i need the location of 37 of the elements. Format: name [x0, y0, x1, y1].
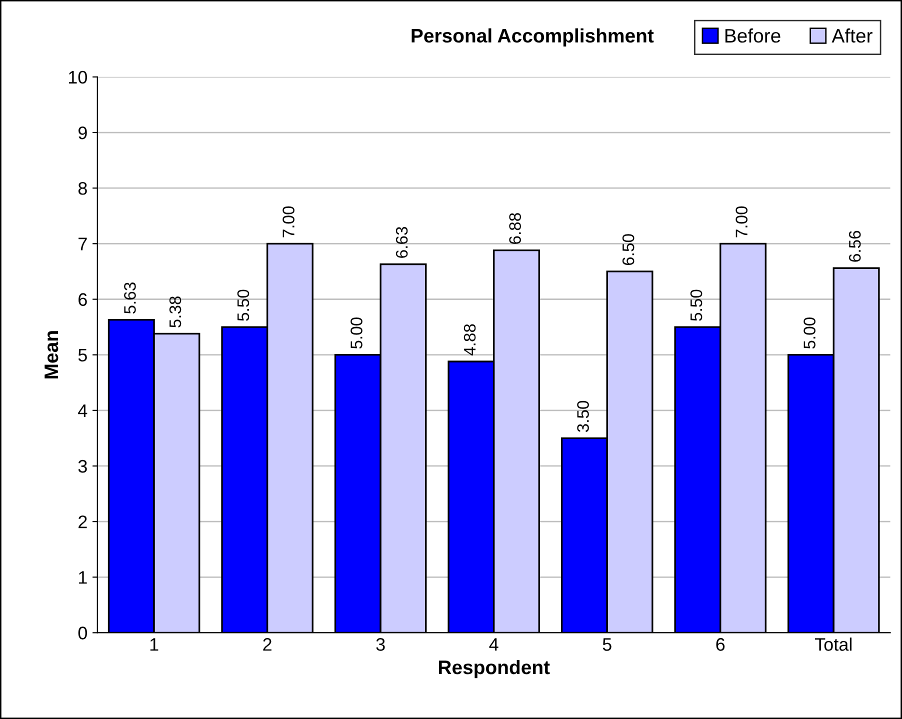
x-tick-label: 2	[263, 638, 272, 651]
y-tick-label: 2	[78, 515, 87, 528]
data-label: 7.00	[736, 206, 748, 238]
data-label: 6.50	[622, 234, 634, 266]
data-label: 3.50	[577, 400, 589, 432]
data-label: 5.63	[124, 282, 136, 314]
data-label: 6.63	[396, 226, 408, 258]
y-tick-label: 7	[78, 238, 87, 250]
y-tick-label: 5	[78, 348, 87, 362]
x-tick-label: 1	[150, 638, 158, 651]
y-tick-label: 6	[78, 293, 87, 306]
x-tick-label: 3	[376, 638, 385, 651]
legend-label: After	[832, 28, 872, 43]
y-axis-title: Mean	[44, 331, 58, 378]
legend-label: Before	[725, 28, 780, 43]
x-axis-title: Respondent	[438, 660, 550, 678]
data-label: 5.50	[237, 290, 250, 321]
chart-title: Personal Accomplishment	[412, 28, 654, 46]
y-tick-label: 9	[78, 126, 87, 140]
data-label: 5.38	[169, 296, 182, 328]
data-label: 5.00	[804, 317, 816, 349]
x-tick-label: 5	[602, 638, 612, 651]
y-tick-label: 0	[78, 626, 87, 640]
y-tick-label: 1	[79, 571, 87, 584]
x-tick-label: 4	[489, 638, 498, 651]
x-tick-label: 6	[716, 638, 725, 651]
data-label: 7.00	[282, 206, 294, 238]
data-label: 5.00	[350, 317, 362, 349]
y-tick-label: 3	[78, 460, 87, 473]
data-label: 5.50	[690, 290, 702, 321]
x-tick-label: Total	[814, 638, 852, 651]
data-label: 6.88	[509, 213, 521, 244]
y-tick-label: 4	[78, 404, 88, 417]
data-label: 4.88	[464, 324, 476, 356]
data-label: 6.56	[848, 230, 861, 262]
y-tick-label: 10	[68, 70, 87, 84]
y-tick-label: 8	[78, 182, 87, 195]
